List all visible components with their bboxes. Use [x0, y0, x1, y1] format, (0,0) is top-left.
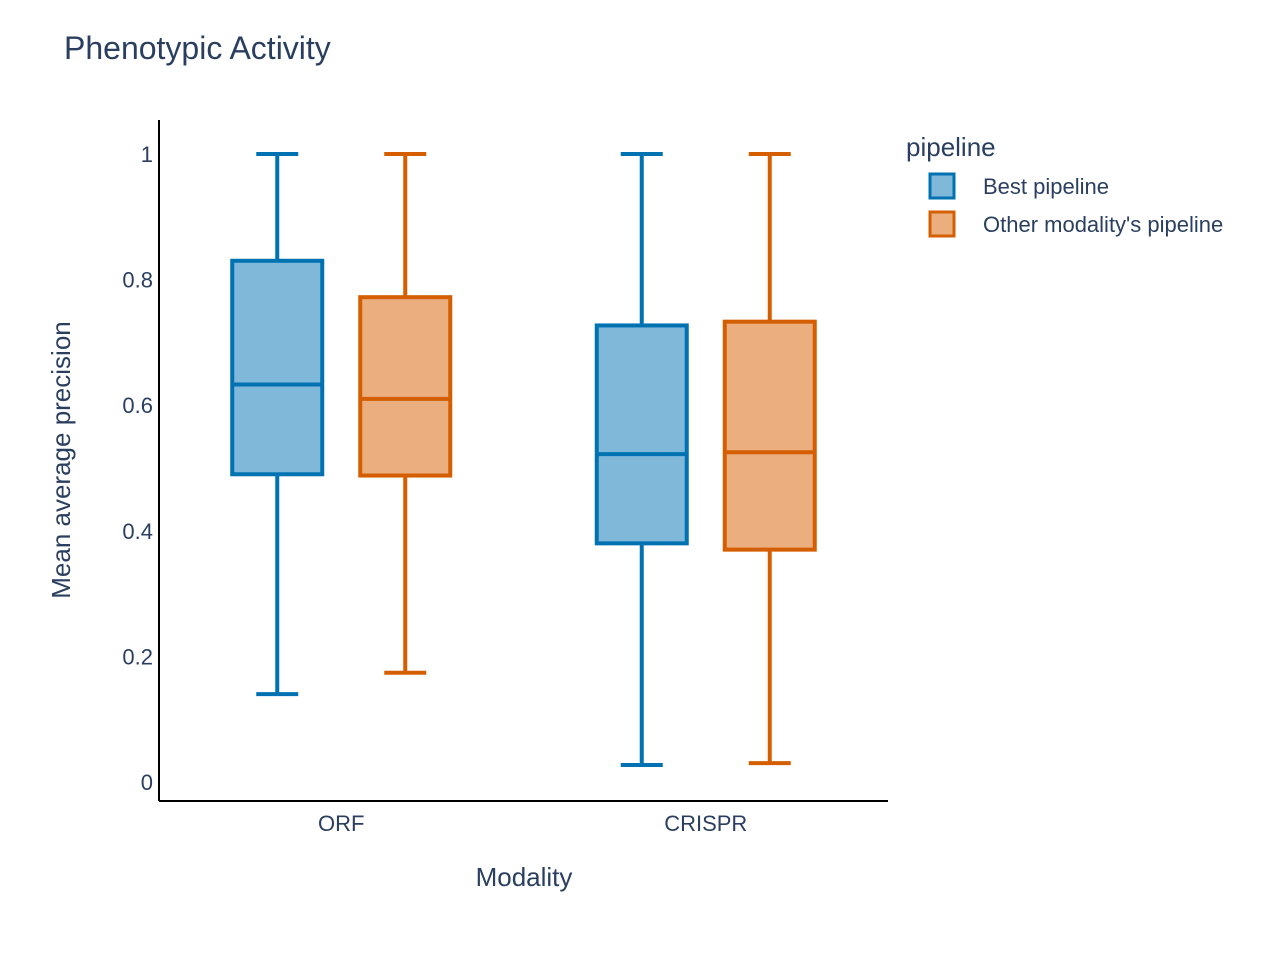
x-tick-label: ORF: [318, 811, 364, 836]
legend-item-1: Other modality's pipeline: [928, 210, 1223, 238]
x-tick-labels: ORF CRISPR: [318, 811, 747, 836]
y-tick-label: 0: [141, 770, 153, 795]
legend-label: Best pipeline: [983, 174, 1109, 199]
x-axis-title: Modality: [476, 862, 573, 892]
plot-area: [230, 152, 817, 768]
y-tick-label: 0.6: [122, 393, 153, 418]
chart-title: Phenotypic Activity: [64, 30, 331, 66]
box-iqr: [722, 319, 817, 552]
box-iqr: [594, 323, 689, 546]
legend-swatch: [928, 172, 956, 200]
box-orf-series-1: [358, 152, 453, 675]
box-crispr-series-0: [594, 152, 689, 768]
y-tick-labels: 0 0.2 0.4 0.6 0.8 1: [122, 142, 153, 795]
y-axis-title: Mean average precision: [46, 321, 76, 599]
box-iqr: [230, 258, 325, 477]
y-tick-label: 0.8: [122, 268, 153, 293]
y-tick-label: 0.2: [122, 644, 153, 669]
y-tick-label: 0.4: [122, 519, 153, 544]
legend: pipeline Best pipeline Other modality's p…: [906, 132, 1223, 238]
box-orf-series-0: [230, 152, 325, 697]
legend-item-0: Best pipeline: [928, 172, 1109, 200]
legend-title: pipeline: [906, 132, 996, 162]
legend-swatch: [928, 210, 956, 238]
axes: [158, 120, 888, 802]
legend-label: Other modality's pipeline: [983, 212, 1223, 237]
x-tick-label: CRISPR: [664, 811, 747, 836]
y-tick-label: 1: [141, 142, 153, 167]
box-crispr-series-1: [722, 152, 817, 766]
box-iqr: [358, 295, 453, 478]
